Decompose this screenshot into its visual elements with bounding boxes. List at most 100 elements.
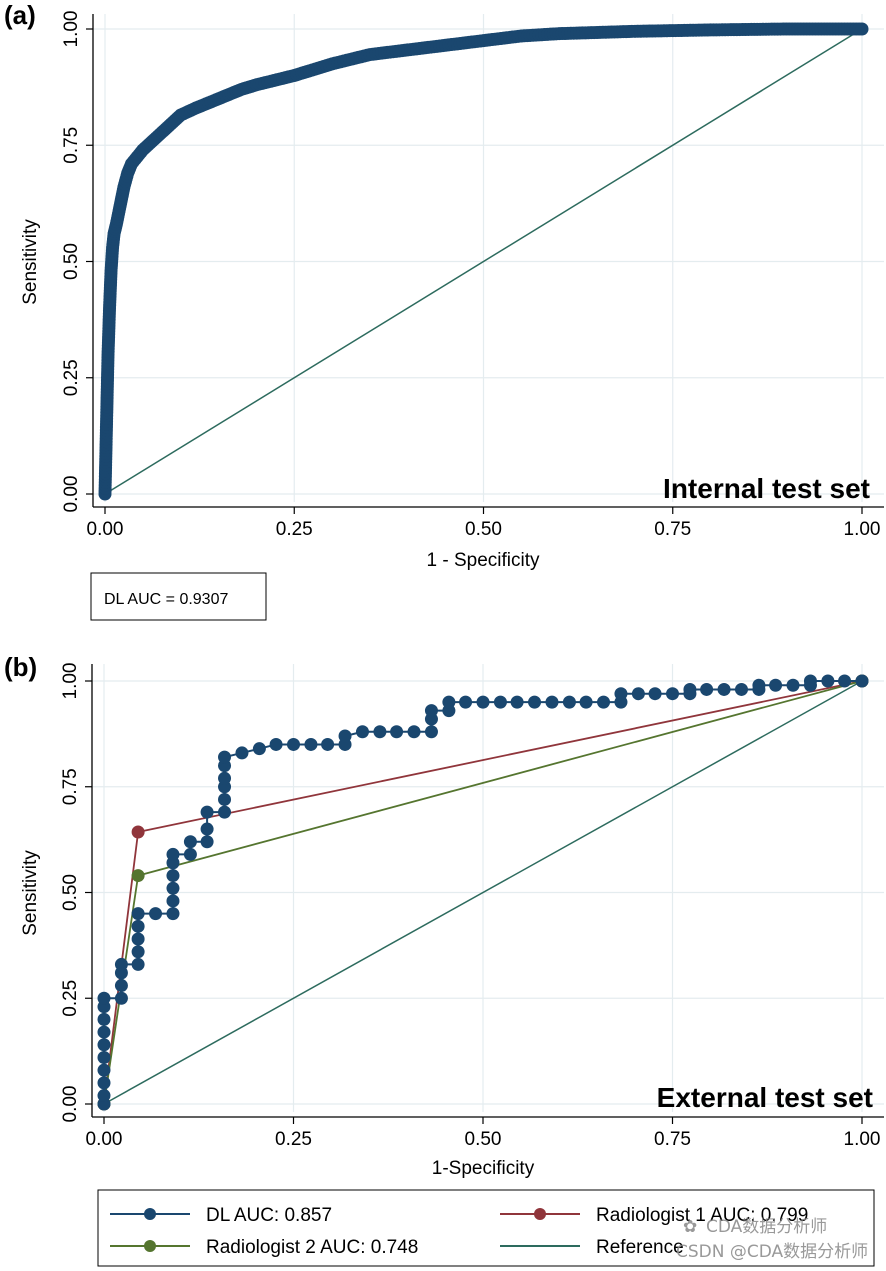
data-point — [407, 725, 421, 739]
data-point — [769, 678, 783, 692]
data-point — [166, 907, 180, 921]
series-dl-auc-0-857 — [97, 674, 869, 1111]
panel-b-axes — [91, 664, 884, 1118]
data-point — [648, 687, 662, 701]
legend-radiologist-2-label: Radiologist 2 AUC: 0.748 — [206, 1237, 418, 1258]
x-tick-label: 0.50 — [465, 519, 502, 540]
data-point — [97, 1089, 111, 1103]
data-point — [683, 682, 697, 696]
data-point — [131, 825, 145, 839]
panel-a-series — [98, 22, 869, 501]
panel-a-legend-box — [90, 572, 267, 621]
series-line-dl-auc-0-857 — [103, 680, 862, 1104]
data-point — [131, 957, 145, 971]
legend-radiologist-2-marker — [144, 1240, 156, 1252]
data-point — [166, 847, 180, 861]
series-line-reference — [104, 28, 863, 495]
x-tick-label: 0.50 — [465, 1129, 502, 1150]
panel-a-y-axis-title: Sensitivity — [20, 219, 41, 305]
data-point — [97, 1038, 111, 1052]
data-point — [666, 687, 679, 701]
y-tick-label: 1.00 — [61, 11, 82, 48]
y-tick-label: 0.75 — [61, 127, 82, 164]
y-tick-label: 0.50 — [60, 874, 81, 911]
legend-item-radiologist-2: Radiologist 2 AUC: 0.748 — [110, 1237, 418, 1258]
data-point — [614, 687, 628, 701]
data-point — [510, 695, 524, 709]
data-point — [218, 771, 232, 785]
legend-item-reference: Reference — [500, 1237, 684, 1258]
y-tick-label: 0.00 — [60, 1086, 81, 1123]
data-point — [97, 991, 111, 1005]
legend-reference-label: Reference — [596, 1237, 684, 1258]
data-point — [131, 919, 145, 933]
data-point — [855, 22, 869, 36]
data-point — [321, 737, 335, 751]
panel-a-label: (a) — [4, 0, 36, 30]
data-point — [424, 704, 438, 718]
data-point — [166, 894, 180, 908]
legend-item-radiologist-1: Radiologist 1 AUC: 0.799 — [500, 1205, 808, 1226]
data-point — [252, 742, 266, 756]
data-point — [821, 674, 835, 688]
panel-b-x-axis-title: 1-Specificity — [432, 1158, 535, 1179]
data-point — [131, 932, 145, 946]
data-point — [700, 682, 714, 696]
x-tick-label: 0.25 — [275, 1129, 312, 1150]
x-tick-label: 0.75 — [654, 1129, 691, 1150]
y-tick-label: 0.25 — [60, 980, 81, 1017]
legend-item-dl: DL AUC: 0.857 — [110, 1205, 332, 1226]
data-point — [803, 674, 817, 688]
watermark-line-1: CDA数据分析师 — [706, 1217, 827, 1237]
panel-a-axes — [92, 14, 884, 508]
x-tick-label: 1.00 — [844, 1129, 881, 1150]
y-tick-label: 0.25 — [61, 359, 82, 396]
data-point — [338, 729, 352, 743]
data-point — [734, 682, 748, 696]
legend-radiologist-1-label: Radiologist 1 AUC: 0.799 — [596, 1205, 808, 1226]
data-point — [218, 792, 232, 806]
panel-b-y-axis-title: Sensitivity — [20, 850, 41, 936]
panel-b-title: External test set — [657, 1082, 873, 1113]
data-point — [97, 1050, 111, 1064]
series-dl — [98, 22, 869, 501]
data-point — [114, 979, 128, 993]
data-point — [373, 725, 387, 739]
y-tick-label: 0.00 — [61, 476, 82, 513]
panel-b-y-ticks: 0.00 0.25 0.50 0.75 1.00 — [60, 663, 92, 1123]
watermark: ✿ CDA数据分析师 CSDN @CDA数据分析师 — [676, 1217, 868, 1262]
data-point — [562, 695, 576, 709]
panel-b-x-ticks: 0.00 0.25 0.50 0.75 1.00 — [86, 1117, 881, 1150]
data-point — [545, 695, 559, 709]
data-point — [528, 695, 542, 709]
data-point — [579, 695, 593, 709]
data-point — [597, 695, 611, 709]
data-point — [717, 682, 731, 696]
data-point — [114, 957, 128, 971]
data-point — [390, 725, 404, 739]
data-point — [218, 805, 232, 819]
data-point — [166, 869, 180, 883]
data-point — [183, 847, 197, 861]
data-point — [786, 678, 800, 692]
panel-a: (a) 0.00 0.25 0.50 0.75 1.00 0.00 0.25 0.50 0.7… — [4, 0, 884, 621]
data-point — [200, 805, 214, 819]
x-tick-label: 0.00 — [86, 1129, 123, 1150]
data-point — [131, 907, 145, 921]
panel-a-x-ticks: 0.00 0.25 0.50 0.75 1.00 — [87, 507, 881, 540]
watermark-icon: ✿ — [683, 1217, 697, 1237]
data-point — [424, 725, 438, 739]
data-point — [97, 1076, 111, 1090]
data-point — [304, 737, 318, 751]
panel-b-label: (b) — [4, 652, 37, 682]
y-tick-label: 0.50 — [61, 243, 82, 280]
y-tick-label: 0.75 — [60, 768, 81, 805]
panel-a-legend-dl: DL AUC = 0.9307 — [104, 591, 228, 608]
data-point — [287, 737, 300, 751]
data-point — [442, 695, 456, 709]
panel-a-y-ticks: 0.00 0.25 0.50 0.75 1.00 — [61, 11, 93, 513]
data-point — [752, 678, 766, 692]
x-tick-label: 1.00 — [844, 519, 881, 540]
panel-a-x-axis-title: 1 - Specificity — [427, 550, 540, 571]
